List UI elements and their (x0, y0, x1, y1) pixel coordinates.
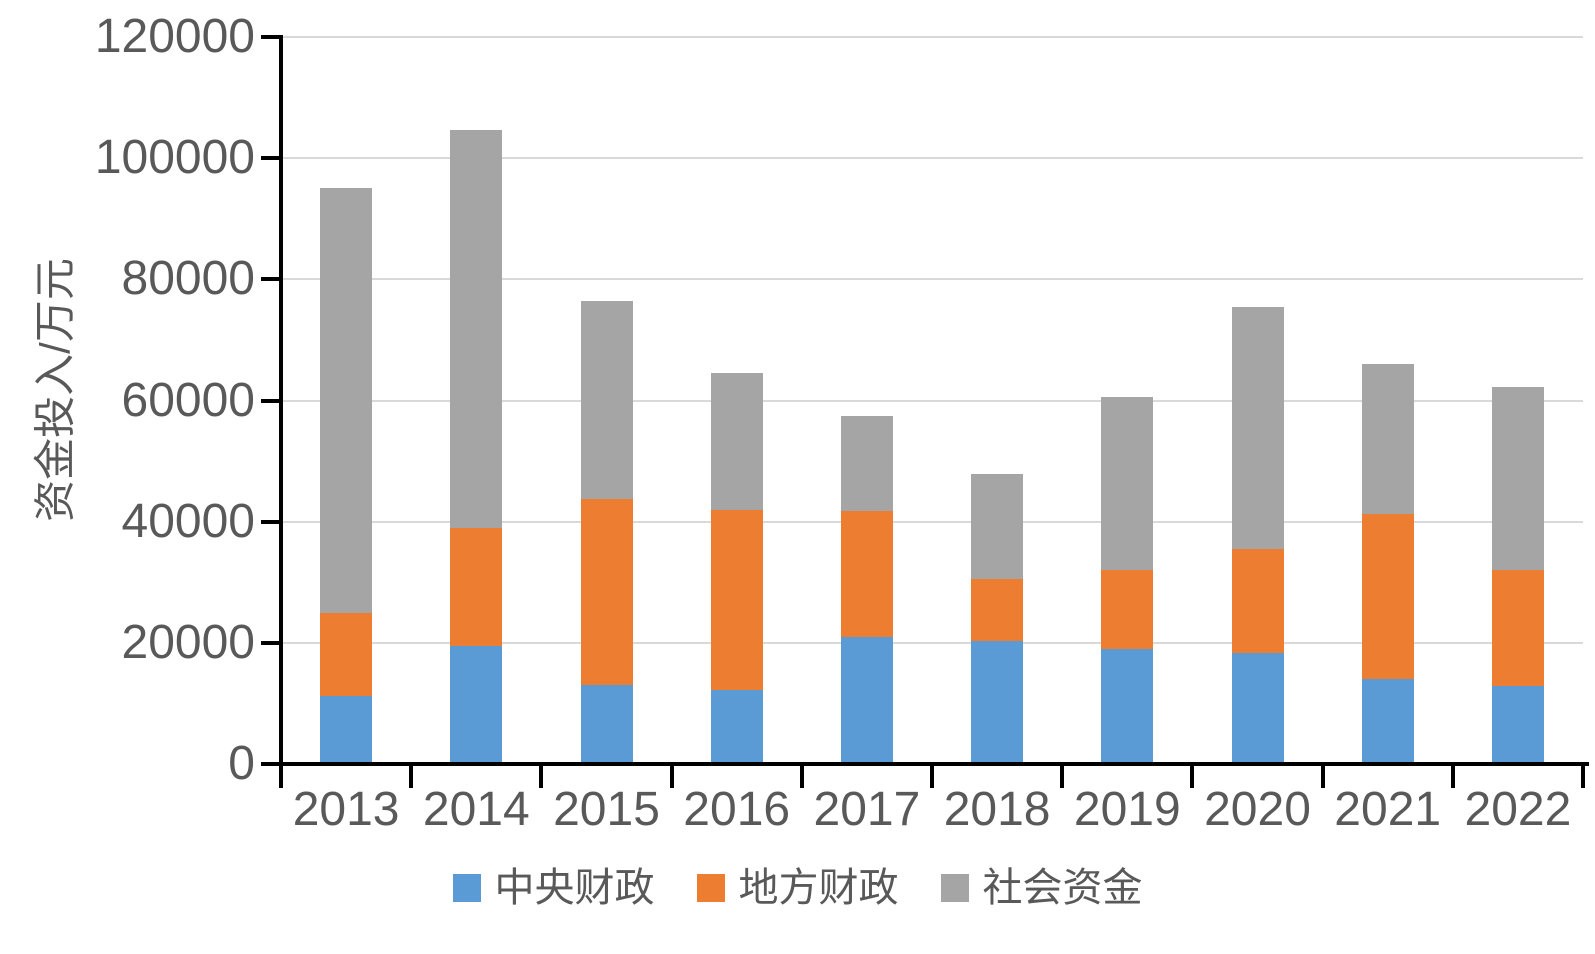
y-tick-label: 0 (228, 737, 255, 790)
bar-segment-地方财政-2022 (1491, 570, 1544, 687)
bar-segment-地方财政-2016 (710, 509, 763, 691)
y-axis-tick (261, 277, 281, 282)
x-axis-label-2014: 2014 (422, 783, 530, 836)
x-axis-label-2016: 2016 (683, 783, 791, 836)
bar-segment-社会资金-2013 (320, 188, 373, 613)
x-axis-line (279, 762, 1589, 766)
bar-segment-地方财政-2021 (1361, 513, 1414, 680)
y-tick-label: 80000 (121, 252, 255, 306)
x-axis-label-2015: 2015 (553, 783, 660, 836)
bar-segment-中央财政-2022 (1491, 686, 1544, 764)
bar-segment-中央财政-2017 (840, 637, 893, 764)
legend-label: 地方财政 (738, 866, 899, 910)
x-axis-tick (409, 764, 414, 788)
bar-segment-社会资金-2016 (710, 373, 763, 510)
y-axis-tick (261, 35, 281, 39)
legend-item-地方财政: 地方财政 (696, 866, 899, 910)
x-axis-tick (799, 764, 804, 788)
y-axis-tick (261, 640, 281, 645)
bar-segment-社会资金-2018 (971, 473, 1024, 579)
bar-segment-地方财政-2017 (840, 511, 893, 638)
bar-segment-中央财政-2013 (320, 695, 373, 764)
bar-segment-中央财政-2019 (1101, 648, 1154, 764)
bar-segment-中央财政-2015 (580, 685, 633, 764)
bar-segment-社会资金-2014 (450, 129, 503, 529)
x-axis-label-2019: 2019 (1073, 783, 1181, 836)
x-axis-label-2018: 2018 (943, 783, 1051, 836)
y-axis-tick (261, 398, 281, 403)
bar-segment-中央财政-2018 (971, 641, 1024, 764)
legend-label: 中央财政 (494, 866, 655, 910)
x-axis-tick (930, 764, 934, 788)
y-tick-label: 20000 (121, 615, 255, 669)
y-tick-label: 40000 (121, 494, 255, 548)
y-tick-label: 100000 (94, 131, 255, 185)
bar-segment-地方财政-2018 (971, 578, 1024, 641)
gridline-80000 (281, 278, 1583, 281)
bar-segment-地方财政-2020 (1231, 548, 1284, 654)
bar-segment-地方财政-2019 (1101, 569, 1154, 649)
bar-segment-社会资金-2017 (840, 416, 893, 512)
bar-segment-中央财政-2014 (450, 645, 503, 764)
x-axis-label-2013: 2013 (292, 783, 400, 836)
x-axis-label-2020: 2020 (1204, 783, 1311, 836)
legend-swatch-icon (696, 874, 725, 902)
x-axis-label-2021: 2021 (1334, 783, 1442, 836)
gridline-100000 (281, 157, 1583, 160)
bar-segment-地方财政-2014 (450, 528, 503, 646)
y-axis-tick (261, 762, 281, 766)
y-axis-line (279, 35, 283, 766)
gridline-20000 (281, 641, 1583, 644)
bar-segment-社会资金-2021 (1361, 364, 1414, 514)
x-axis-tick (1060, 764, 1065, 788)
bar-segment-社会资金-2022 (1491, 386, 1544, 571)
bar-segment-地方财政-2013 (320, 612, 373, 696)
y-tick-label: 60000 (121, 373, 255, 427)
y-tick-label: 120000 (94, 10, 255, 63)
legend: 中央财政 地方财政 社会资金 (0, 868, 1595, 908)
y-axis-tick (261, 156, 281, 161)
legend-item-社会资金: 社会资金 (940, 866, 1143, 910)
legend-swatch-icon (452, 874, 481, 902)
gridline-120000 (281, 36, 1583, 38)
x-axis-tick (279, 764, 283, 788)
x-axis-tick (669, 764, 674, 788)
bar-segment-地方财政-2015 (580, 499, 633, 686)
legend-swatch-icon (940, 874, 969, 902)
bar-segment-中央财政-2021 (1361, 679, 1414, 764)
bar-segment-社会资金-2020 (1231, 307, 1284, 549)
bar-segment-中央财政-2016 (710, 690, 763, 764)
gridline-60000 (281, 399, 1583, 402)
x-axis-tick (1581, 764, 1585, 788)
bar-segment-社会资金-2015 (580, 301, 633, 500)
x-axis-label-2017: 2017 (813, 783, 921, 836)
legend-label: 社会资金 (982, 866, 1143, 910)
y-axis-tick (261, 519, 281, 524)
x-axis-label-2022: 2022 (1464, 783, 1572, 836)
x-axis-tick (1450, 764, 1455, 788)
x-axis-tick (1190, 764, 1195, 788)
gridline-40000 (281, 520, 1583, 523)
bar-segment-社会资金-2019 (1101, 397, 1154, 570)
bar-segment-中央财政-2020 (1231, 653, 1284, 764)
x-axis-tick (539, 764, 544, 788)
x-axis-tick (1320, 764, 1325, 788)
legend-item-中央财政: 中央财政 (452, 866, 655, 910)
